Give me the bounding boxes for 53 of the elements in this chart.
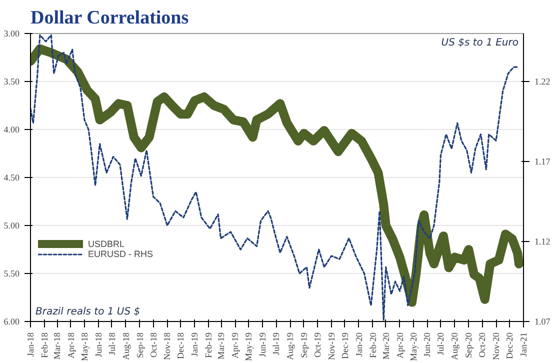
x-tick-label: Jan-19 [190, 332, 200, 356]
x-tick-label: Sep-18 [134, 332, 145, 358]
x-tick-label: Dec-18 [176, 332, 186, 359]
x-tick-label: Jun-20 [422, 332, 432, 357]
x-tick-label: Aug-19 [285, 332, 296, 360]
x-tick-label: Apr-18 [66, 332, 76, 358]
x-tick-label: Jul-18 [106, 332, 117, 355]
x-tick-label: Nov-20 [491, 332, 502, 360]
x-tick-label: May-18 [79, 332, 90, 361]
x-tick-label: Feb-18 [39, 332, 50, 358]
chart-title: Dollar Correlations [30, 8, 189, 28]
y2-tick-label: 1.22 [534, 76, 550, 86]
annotation: US $s to 1 Euro [441, 38, 519, 48]
x-tick-label: Jul-20 [436, 332, 446, 355]
x-tick-label: Nov-18 [162, 332, 172, 360]
x-tick-label: Aug-20 [450, 332, 460, 360]
x-tick-label: Apr-20 [394, 332, 405, 358]
y2-tick-label: 1.17 [534, 156, 551, 166]
x-tick-label: Dec-20 [504, 332, 515, 359]
annotation: Brazil reals to 1 US $ [36, 306, 140, 318]
x-tick-label: Oct-19 [312, 332, 322, 358]
x-tick-label: Oct-20 [477, 332, 488, 358]
x-tick-label: May-20 [408, 332, 418, 361]
x-tick-label: Oct-18 [148, 332, 158, 358]
x-tick-label: Mar-19 [216, 332, 226, 360]
x-tick-label: Apr-19 [230, 332, 240, 358]
y-tick-label: 3.50 [4, 76, 20, 86]
x-tick-label: Sep-20 [464, 332, 474, 358]
x-tick-label: Sep-19 [298, 332, 309, 358]
x-tick-label: Mar-20 [380, 332, 391, 360]
y2-tick-label: 1.07 [534, 316, 551, 326]
x-tick-label: Jul-19 [271, 332, 282, 355]
y-tick-label: 5.50 [4, 268, 20, 278]
x-tick-label: Jan-18 [26, 332, 36, 356]
x-tick-label: Jun-19 [258, 332, 268, 357]
x-tick-label: Dec-19 [340, 332, 350, 359]
y-tick-label: 4.00 [4, 124, 20, 134]
y-tick-label: 5.00 [4, 220, 20, 230]
x-tick-label: Aug-18 [120, 332, 131, 360]
x-tick-label: Jan-20 [354, 332, 364, 356]
x-tick-label: Mar-18 [52, 332, 62, 360]
y-tick-label: 4.50 [4, 172, 20, 182]
y-tick-label: 6.00 [4, 316, 20, 326]
legend-label: USDBRL [88, 239, 125, 249]
x-tick-label: Jun-18 [93, 332, 104, 357]
legend-label: EURUSD - RHS [88, 249, 154, 259]
x-tick-label: Feb-19 [204, 332, 214, 358]
y-tick-label: 3.00 [4, 28, 20, 38]
x-tick-label: May-19 [244, 332, 254, 361]
y2-tick-label: 1.12 [534, 236, 550, 246]
x-tick-label: Feb-20 [368, 332, 378, 358]
x-tick-label: Nov-19 [326, 332, 336, 360]
x-tick-label: Jan-21 [518, 332, 528, 356]
